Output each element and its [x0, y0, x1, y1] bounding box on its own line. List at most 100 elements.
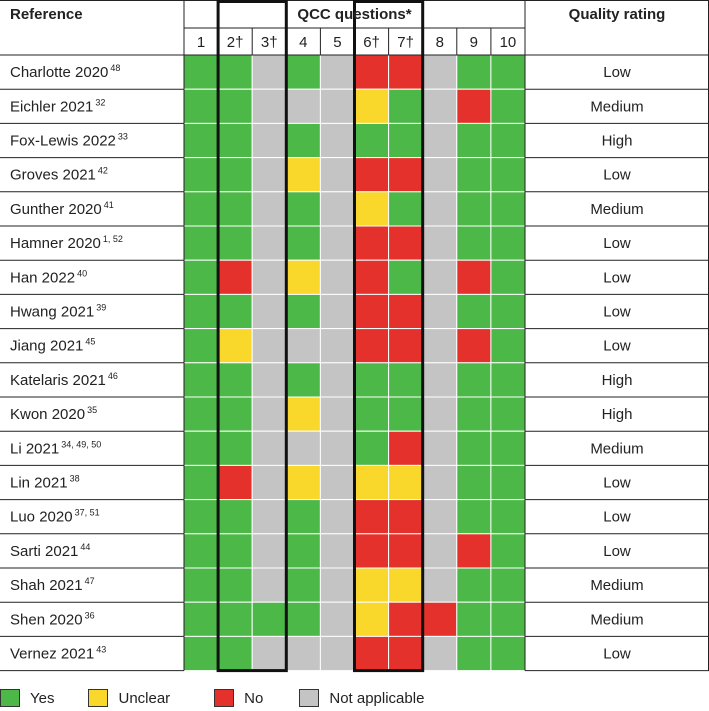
rating-cell — [217, 293, 253, 330]
rating-cell — [354, 635, 390, 672]
rating-cell — [388, 464, 424, 501]
rating-cell — [388, 328, 424, 364]
legend-swatch-no — [214, 689, 235, 707]
rating-cell — [285, 362, 321, 398]
question-number-label: 2† — [227, 34, 244, 51]
rating-cell — [217, 499, 253, 535]
rating-cell — [456, 122, 492, 159]
legend-swatch-yes — [0, 689, 20, 707]
rating-cell — [217, 259, 253, 295]
rating-cell — [217, 601, 253, 637]
question-group-highlight — [216, 0, 288, 673]
rating-cell — [456, 499, 492, 535]
quality-rating-value: Low — [603, 509, 631, 526]
rating-cell — [183, 362, 219, 398]
quality-rating-value: Low — [603, 543, 631, 560]
reference-label: Kwon 2020 35 — [10, 405, 97, 423]
rating-cell — [456, 157, 492, 193]
rating-cell — [285, 430, 321, 466]
rating-cell — [251, 293, 287, 330]
question-number-label: 5 — [333, 34, 341, 51]
rating-cell — [422, 88, 458, 124]
rating-cell — [354, 259, 390, 295]
rating-cell — [388, 259, 424, 295]
reference-label: Shen 2020 36 — [10, 610, 95, 628]
quality-rating-value: Medium — [590, 611, 643, 628]
rating-cell — [319, 533, 355, 569]
rating-cell — [285, 533, 321, 569]
rating-cell — [456, 362, 492, 398]
rating-cell — [183, 396, 219, 432]
reference-label: Shah 2021 47 — [10, 576, 95, 594]
rating-cell — [285, 499, 321, 535]
rating-cell — [388, 225, 424, 261]
reference-citation: 44 — [80, 542, 90, 552]
rating-cell — [388, 122, 424, 159]
reference-citation: 45 — [85, 337, 95, 347]
rating-cell — [388, 88, 424, 124]
rating-cell — [251, 567, 287, 603]
rating-cell — [217, 191, 253, 227]
rating-cell — [354, 328, 390, 364]
rating-cell — [422, 259, 458, 295]
rating-cell — [456, 601, 492, 637]
rating-cell — [388, 157, 424, 193]
reference-label: Charlotte 2020 48 — [10, 63, 120, 81]
rating-cell — [217, 88, 253, 124]
rating-cell — [456, 533, 492, 569]
quality-assessment-table: Reference QCC questions* Quality rating 1 2†… — [0, 0, 709, 673]
reference-header: Reference — [10, 6, 83, 23]
reference-citation: 41 — [104, 200, 114, 210]
rating-cell — [490, 601, 526, 637]
rating-cell — [251, 464, 287, 501]
rating-cell — [319, 225, 355, 261]
rating-cell — [354, 533, 390, 569]
rating-cell — [285, 396, 321, 432]
legend-label-unclear: Unclear — [118, 689, 171, 707]
quality-rating-value: High — [602, 372, 633, 389]
rating-cell — [490, 567, 526, 603]
legend: Yes Unclear No Not applicable — [0, 686, 424, 710]
legend-swatch-not-applicable — [299, 689, 320, 707]
rating-cell — [422, 533, 458, 569]
quality-rating-value: Medium — [590, 440, 643, 457]
rating-cell — [490, 464, 526, 501]
rating-cell — [388, 396, 424, 432]
rating-cell — [388, 567, 424, 603]
rating-cell — [319, 88, 355, 124]
rating-cell — [285, 157, 321, 193]
rating-cell — [183, 533, 219, 569]
rating-cell — [388, 499, 424, 535]
rating-cell — [422, 328, 458, 364]
rating-cell — [285, 293, 321, 330]
rating-cell — [422, 464, 458, 501]
rating-cell — [490, 88, 526, 124]
rating-cell — [388, 601, 424, 637]
rating-cell — [217, 328, 253, 364]
rating-cell — [183, 225, 219, 261]
rating-cell — [183, 191, 219, 227]
legend-label-no: No — [244, 689, 264, 707]
rating-cell — [319, 430, 355, 466]
rating-cell — [490, 328, 526, 364]
reference-label: Groves 2021 42 — [10, 166, 108, 184]
rating-cell — [217, 225, 253, 261]
rating-cell — [217, 157, 253, 193]
rating-cell — [422, 122, 458, 159]
rating-cell — [183, 499, 219, 535]
rating-cell — [456, 54, 492, 90]
rating-cell — [183, 430, 219, 466]
rating-cell — [217, 122, 253, 159]
rating-cell — [319, 396, 355, 432]
rating-cell — [319, 328, 355, 364]
rating-cell — [456, 88, 492, 124]
rating-cell — [217, 635, 253, 672]
rating-cell — [422, 225, 458, 261]
rating-cell — [456, 293, 492, 330]
rating-cell — [388, 635, 424, 672]
quality-rating-value: Medium — [590, 201, 643, 218]
question-number-label: 9 — [470, 34, 478, 51]
rating-cell — [490, 259, 526, 295]
rating-cell — [490, 499, 526, 535]
reference-citation: 43 — [96, 645, 106, 655]
